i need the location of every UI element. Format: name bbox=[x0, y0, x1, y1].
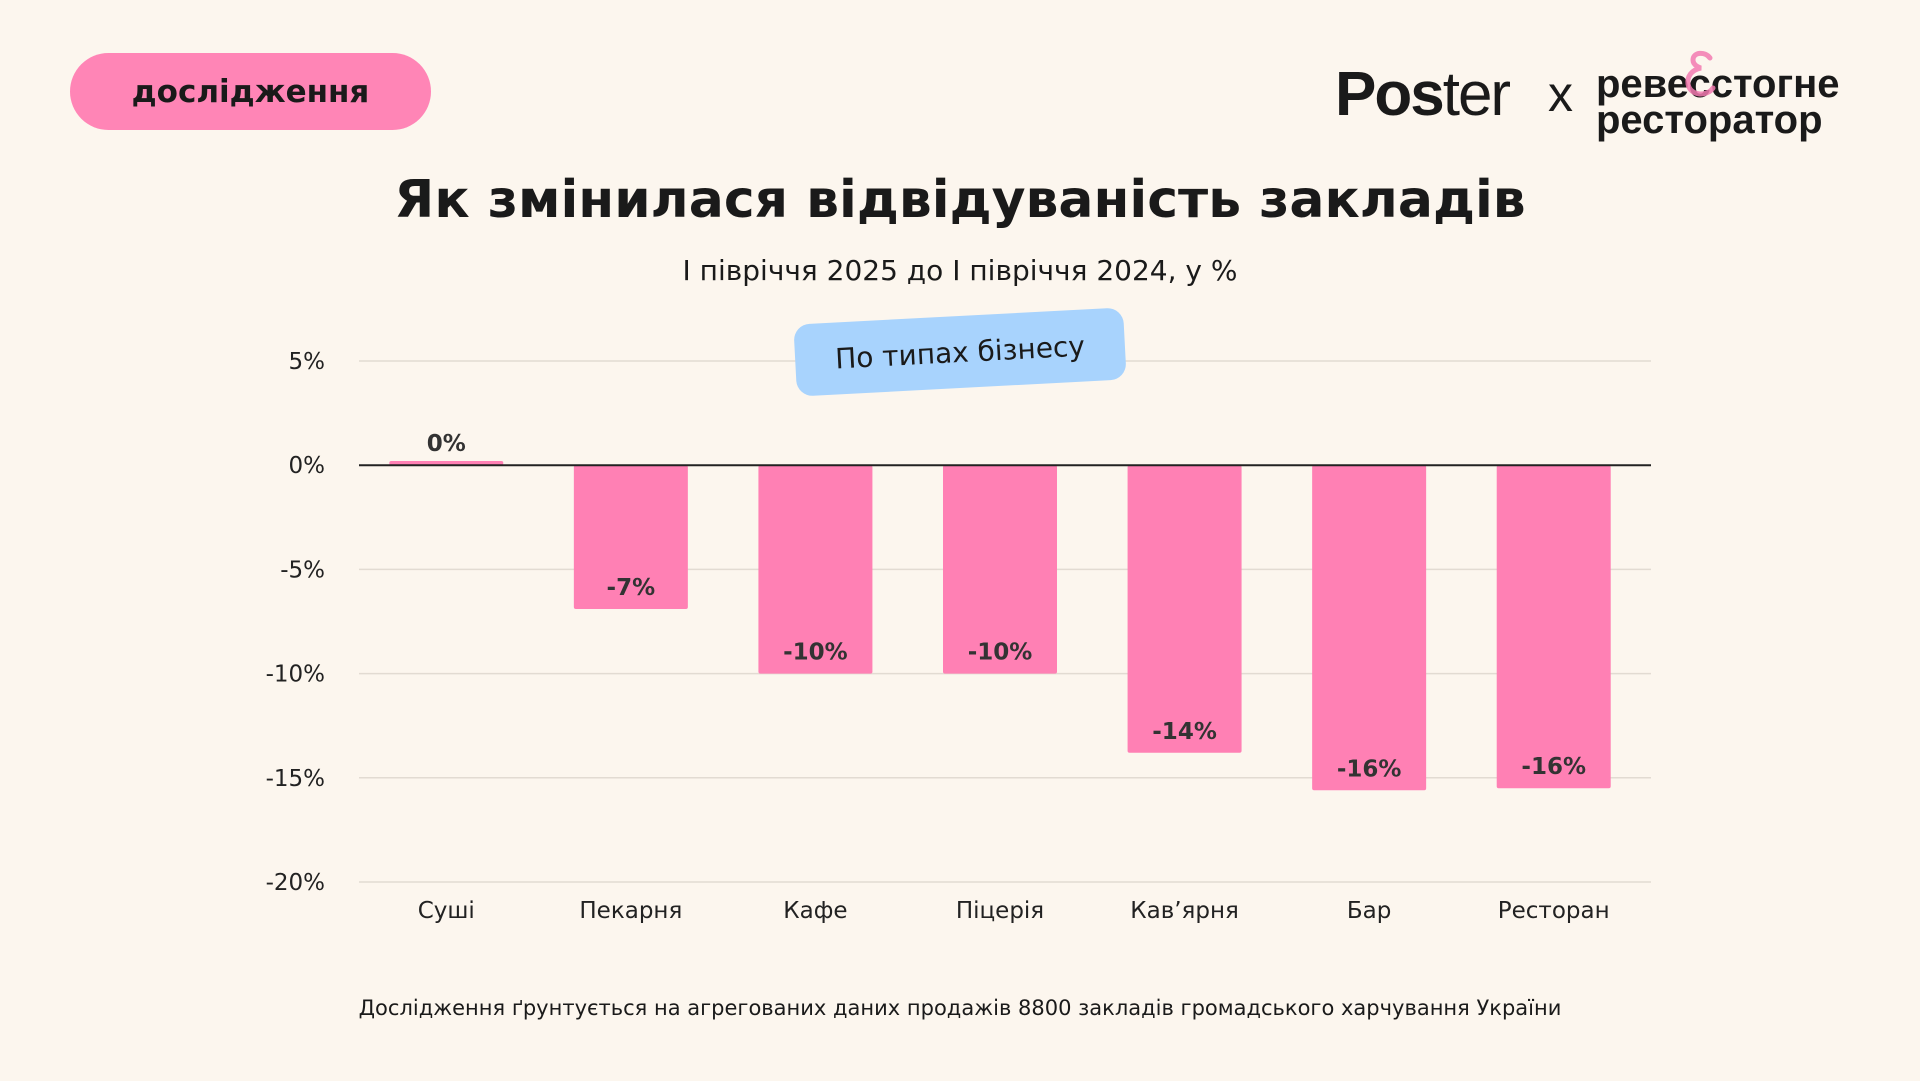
chart-title: Як змінилася відвідуваність закладів bbox=[394, 170, 1526, 230]
bar-value-label: -16% bbox=[1521, 754, 1586, 780]
x-tick-label: Кафе bbox=[783, 898, 847, 924]
x-tick-label: Кав’ярня bbox=[1130, 898, 1239, 924]
x-tick-label: Бар bbox=[1347, 898, 1391, 924]
x-tick-label: Пекарня bbox=[579, 898, 682, 924]
research-badge: дослідження bbox=[70, 53, 431, 130]
bar bbox=[1127, 465, 1242, 753]
partner-logo-ampersand-icon bbox=[1685, 50, 1716, 97]
y-tick-label: -10% bbox=[266, 662, 325, 688]
bar-value-label: 0% bbox=[427, 431, 466, 457]
bar bbox=[1496, 465, 1611, 789]
poster-logo: Poster bbox=[1335, 60, 1511, 129]
chart-subtitle: I півріччя 2025 до I півріччя 2024, у % bbox=[682, 254, 1238, 287]
bar-value-label: -10% bbox=[783, 640, 848, 666]
y-tick-label: -20% bbox=[266, 870, 325, 896]
logo-text: ter bbox=[1442, 60, 1511, 129]
bar-value-label: -16% bbox=[1337, 756, 1402, 782]
bar bbox=[943, 465, 1057, 674]
logo-text: ресторатор bbox=[1596, 98, 1823, 142]
x-tick-label: Суші bbox=[418, 898, 475, 924]
bar-value-label: -14% bbox=[1152, 719, 1217, 745]
logo-separator: x bbox=[1548, 66, 1573, 122]
bar bbox=[1312, 465, 1427, 791]
bar-value-label: -7% bbox=[607, 575, 656, 601]
footer-note: Дослідження ґрунтується на агрегованих д… bbox=[358, 996, 1562, 1020]
bar bbox=[573, 465, 688, 609]
bar-value-label: -10% bbox=[968, 640, 1033, 666]
logo-text: Pos bbox=[1335, 60, 1445, 129]
x-tick-label: Піцерія bbox=[956, 898, 1044, 924]
bar bbox=[758, 465, 873, 674]
logo-text: ревесстогне bbox=[1596, 62, 1840, 106]
y-tick-label: -15% bbox=[266, 766, 325, 792]
partner-logo: ревесстогне ресторатор bbox=[1596, 62, 1840, 142]
y-tick-label: 0% bbox=[289, 453, 326, 479]
bar bbox=[389, 461, 504, 466]
x-tick-label: Ресторан bbox=[1498, 898, 1610, 924]
y-tick-label: -5% bbox=[280, 557, 325, 583]
y-tick-label: 5% bbox=[289, 349, 326, 375]
